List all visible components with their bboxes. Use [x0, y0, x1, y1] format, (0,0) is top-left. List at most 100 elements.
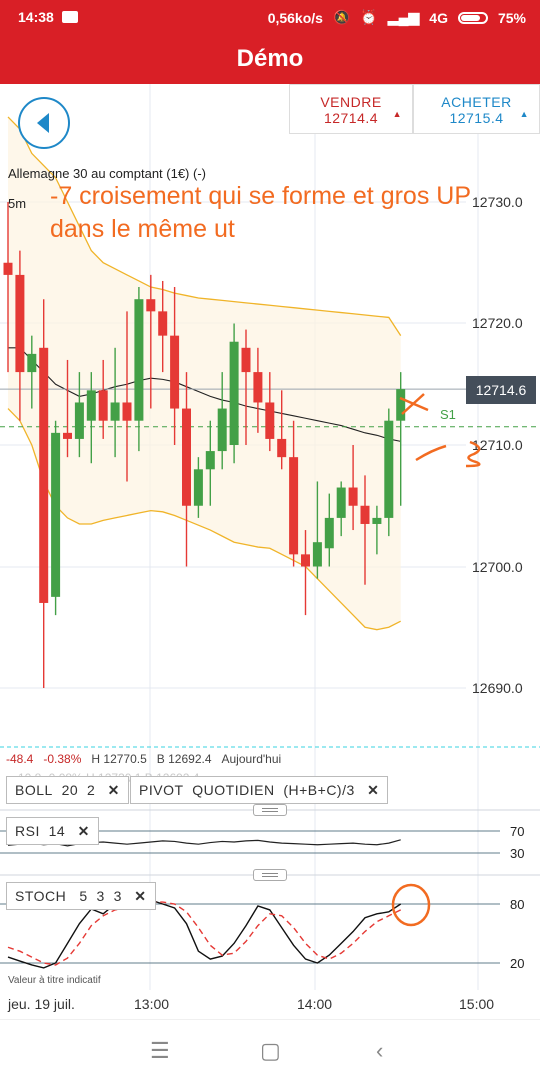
low-value: B 12692.4: [156, 752, 212, 766]
candle-body: [384, 420, 394, 518]
candle-body: [63, 432, 72, 439]
time-axis-label-1400: 14:00: [297, 996, 333, 1012]
annotation-circle: [391, 883, 431, 927]
price-axis-label: 12710.0: [472, 437, 523, 453]
session-stats: -48.4 -0.38% H 12770.5 B 12692.4 Aujourd…: [6, 752, 281, 766]
sell-button[interactable]: VENDRE 12714.4 ▲: [289, 84, 413, 134]
user-annotation-text: -7 croisement qui se forme et gros UP da…: [50, 182, 471, 243]
annotation-cross-mark: [399, 393, 429, 415]
pivot-indicator-chip[interactable]: PIVOT QUOTIDIEN (H+B+C)/3 ✕: [130, 776, 389, 804]
buy-arrow-icon: ▲: [519, 109, 529, 119]
network-type: 4G: [429, 9, 448, 26]
change-pct: -0.38%: [43, 752, 82, 766]
candle-body: [158, 311, 168, 336]
network-speed: 0,56ko/s: [267, 9, 323, 26]
price-chart-svg[interactable]: 12730.0 12720.0 12710.0 12700.0 12690.0 S1: [0, 84, 540, 1019]
candle-body: [312, 542, 322, 567]
battery-icon: [457, 11, 488, 24]
android-nav-bar: ☰ ▢ ‹: [0, 1019, 540, 1080]
stoch-close-icon[interactable]: ✕: [134, 888, 147, 904]
candle-body: [27, 353, 37, 373]
stoch-resize-handle[interactable]: [253, 869, 287, 881]
candle-body: [193, 469, 203, 506]
candle-body: [15, 274, 25, 373]
candle-body: [3, 262, 13, 275]
candle-body: [110, 402, 120, 421]
mute-icon: 🔕: [332, 9, 351, 25]
stoch-param-1: 5: [79, 888, 88, 904]
stoch-name: STOCH: [15, 888, 67, 904]
candle-body: [324, 517, 334, 549]
back-button[interactable]: [18, 97, 70, 149]
candle-body: [74, 402, 84, 439]
bollinger-lower-line: [7, 408, 401, 631]
sell-price: 12714.4: [323, 110, 379, 126]
change-value: -48.4: [6, 752, 34, 766]
buy-button[interactable]: ACHETER 12715.4 ▲: [413, 84, 540, 134]
pivot-close-icon[interactable]: ✕: [367, 782, 380, 798]
stoch-indicator-chip[interactable]: STOCH 5 3 3 ✕: [6, 882, 156, 910]
candle-body: [241, 347, 251, 373]
candle-body: [86, 390, 96, 421]
rsi-indicator-chip[interactable]: RSI 14 ✕: [6, 817, 99, 845]
candle-body: [217, 408, 227, 452]
rsi-name: RSI: [15, 823, 40, 839]
rsi-level-30: 30: [510, 846, 525, 861]
high-value: H 12770.5: [91, 752, 147, 766]
bollinger-upper-line: [7, 116, 402, 337]
candle-body: [265, 402, 275, 439]
boll-indicator-chip[interactable]: BOLL 20 2 ✕: [6, 776, 129, 804]
annotation-squiggle: [465, 440, 481, 468]
alarm-icon: ⏰: [360, 9, 378, 25]
candle-body: [182, 408, 191, 506]
price-axis-label: 12700.0: [472, 559, 523, 575]
buy-price: 12715.4: [449, 110, 504, 126]
s1-label: S1: [440, 407, 456, 422]
time-axis-label-1500: 15:00: [459, 996, 495, 1012]
candle-body: [301, 554, 310, 567]
annotation-stroke: [415, 444, 447, 462]
rsi-close-icon[interactable]: ✕: [77, 823, 90, 839]
pivot-name: PIVOT: [139, 782, 184, 798]
bollinger-band-fill: [8, 116, 401, 630]
candle-body: [277, 438, 287, 458]
candle-body: [253, 372, 263, 403]
page-title: Démo: [0, 34, 540, 84]
candle-body: [146, 299, 156, 312]
candle-body: [134, 299, 144, 421]
app-notification-icon: [62, 11, 78, 23]
status-time: 14:38: [18, 9, 54, 25]
stoch-k-line: [7, 897, 402, 969]
current-price-box: 12714.6: [466, 376, 536, 404]
battery-level: 75%: [497, 9, 526, 26]
candle-body: [289, 457, 299, 555]
menu-icon[interactable]: ☰: [150, 1038, 170, 1063]
arrow-left-icon: [37, 113, 49, 133]
instrument-name: Allemagne 30 au comptant (1€) (-): [8, 166, 206, 181]
sell-label: VENDRE: [320, 94, 382, 110]
candle-body: [170, 335, 180, 409]
pivot-param-1: QUOTIDIEN: [192, 782, 275, 798]
candle-body: [122, 402, 132, 421]
candle-body: [396, 389, 406, 421]
period-label: Aujourd'hui: [221, 752, 282, 766]
stoch-param-3: 3: [113, 888, 122, 904]
status-bar: 14:38 0,56ko/s 🔕 ⏰ ▂▄▆ 4G 75%: [0, 0, 540, 34]
boll-close-icon[interactable]: ✕: [107, 782, 120, 798]
boll-name: BOLL: [15, 782, 53, 798]
bollinger-mid-line: [8, 347, 401, 442]
boll-param-1: 20: [61, 782, 79, 798]
time-axis-label-date: jeu. 19 juil.: [8, 996, 75, 1012]
rsi-resize-handle[interactable]: [253, 804, 287, 816]
chart-area[interactable]: 12730.0 12720.0 12710.0 12700.0 12690.0 S1: [0, 84, 540, 1019]
back-nav-icon[interactable]: ‹: [376, 1038, 384, 1063]
stoch-d-line: [7, 901, 402, 966]
rsi-level-70: 70: [510, 824, 525, 839]
price-axis-label: 12720.0: [472, 315, 523, 331]
timeframe-label[interactable]: 5m: [8, 196, 27, 211]
candle-body: [98, 390, 108, 421]
boll-param-2: 2: [86, 782, 96, 798]
time-axis-label-1300: 13:00: [134, 996, 170, 1012]
home-icon[interactable]: ▢: [260, 1038, 281, 1063]
stoch-level-80: 80: [510, 897, 525, 912]
